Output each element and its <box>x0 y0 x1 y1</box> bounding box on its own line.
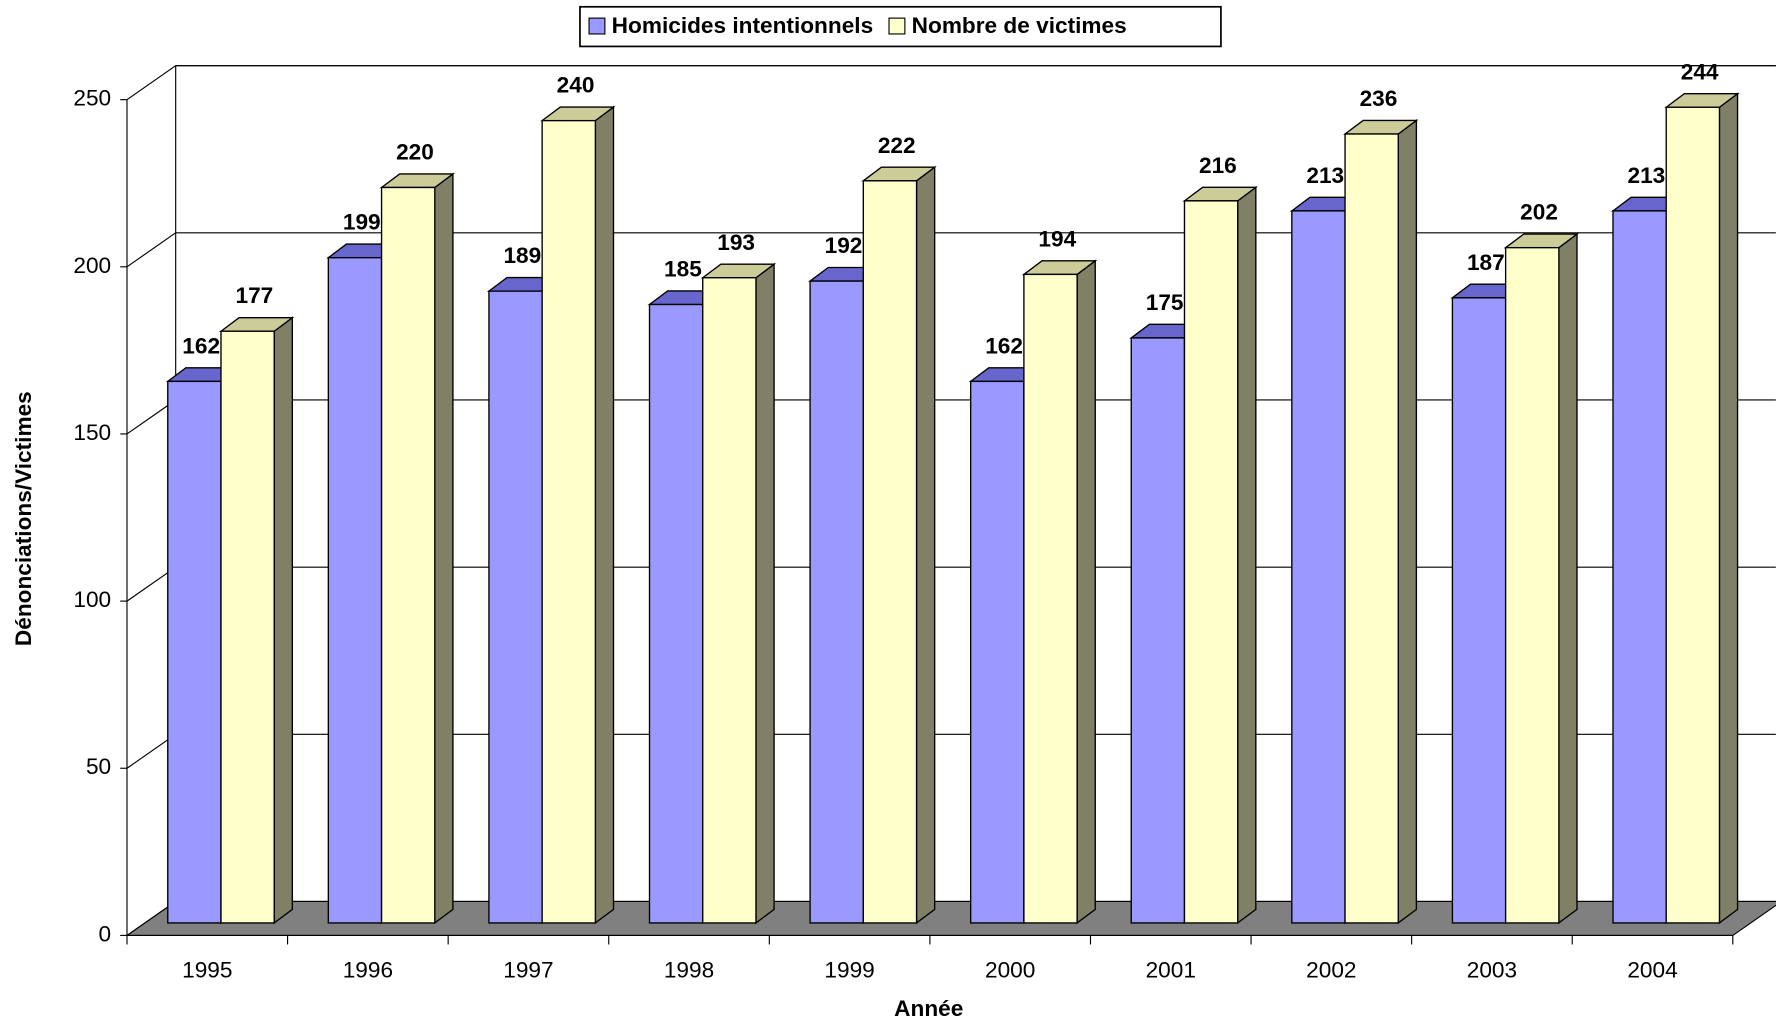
bar-front <box>1183 200 1239 924</box>
bar-side <box>1397 119 1418 925</box>
bar-front <box>1504 246 1560 924</box>
value-label: 244 <box>1681 59 1719 84</box>
y-tick-label: 50 <box>86 754 111 779</box>
y-tick-label: 0 <box>99 921 112 946</box>
value-label: 192 <box>825 233 863 258</box>
bar-front <box>1451 297 1507 924</box>
bar-side <box>273 316 294 925</box>
value-label: 220 <box>396 139 434 164</box>
bar <box>218 316 295 925</box>
bar <box>861 165 937 925</box>
x-tick-label: 2001 <box>1146 958 1196 983</box>
bar <box>1343 119 1419 925</box>
bar-side <box>434 172 454 925</box>
bar-front <box>327 257 383 924</box>
value-label: 175 <box>1146 290 1184 315</box>
bar-front <box>862 180 918 924</box>
value-label: 202 <box>1520 200 1558 225</box>
value-label: 162 <box>985 333 1023 358</box>
x-tick-label: 2004 <box>1627 958 1677 983</box>
y-tick-label: 100 <box>73 587 111 612</box>
legend-swatch <box>588 17 606 35</box>
bar-side <box>594 105 615 925</box>
x-tick-label: 1997 <box>503 958 553 983</box>
bar-side <box>755 262 775 925</box>
value-label: 213 <box>1306 163 1344 188</box>
legend-label: Homicides intentionnels <box>612 13 873 38</box>
bar-front <box>488 290 543 924</box>
x-tick-label: 2002 <box>1306 958 1356 983</box>
bar <box>379 172 455 925</box>
bar-side <box>1076 259 1096 925</box>
x-tick-label: 1998 <box>664 958 714 983</box>
bar-front <box>969 380 1025 924</box>
x-tick-label: 1995 <box>182 958 232 983</box>
x-axis-label: Année <box>894 996 963 1021</box>
value-label: 222 <box>878 133 916 158</box>
value-label: 185 <box>664 257 702 282</box>
bar-front <box>220 330 275 924</box>
value-label: 193 <box>717 230 755 255</box>
bar <box>540 105 616 925</box>
bar-side <box>1558 232 1578 925</box>
value-label: 199 <box>343 210 381 235</box>
value-label: 216 <box>1199 153 1237 178</box>
x-tick-label: 2003 <box>1467 958 1517 983</box>
value-label: 194 <box>1038 226 1076 251</box>
y-axis-label: Dénonciations/Victimes <box>11 391 36 646</box>
legend-swatch <box>888 17 906 35</box>
value-label: 213 <box>1628 163 1666 188</box>
bar <box>1021 259 1098 925</box>
bar-front <box>1344 133 1399 924</box>
bar-front <box>1023 273 1078 924</box>
legend-label: Nombre de victimes <box>912 13 1127 38</box>
x-tick-label: 2000 <box>985 958 1035 983</box>
bar-front <box>809 280 864 924</box>
value-label: 177 <box>236 283 274 308</box>
x-tick-label: 1996 <box>343 958 393 983</box>
bar-front <box>1130 337 1186 924</box>
y-tick-label: 200 <box>73 253 111 278</box>
value-label: 236 <box>1360 86 1398 111</box>
bar-front <box>380 186 436 924</box>
y-tick-label: 250 <box>73 86 111 111</box>
bar <box>1503 232 1580 925</box>
value-label: 187 <box>1467 250 1505 275</box>
bar-side <box>1237 185 1257 925</box>
bar-front <box>648 303 704 924</box>
bar-front <box>1291 210 1346 924</box>
bar-side <box>915 165 936 925</box>
bar-front <box>702 277 757 924</box>
grid-line <box>126 65 1776 101</box>
bar-front <box>541 119 597 924</box>
y-tick-label: 150 <box>73 420 111 445</box>
value-label: 189 <box>503 243 541 268</box>
bar <box>1664 92 1740 925</box>
x-tick-label: 1999 <box>824 958 874 983</box>
bar <box>1182 185 1258 925</box>
bar <box>700 262 777 925</box>
bar-front <box>1612 210 1667 924</box>
value-label: 162 <box>182 333 220 358</box>
bar-side <box>1718 92 1739 925</box>
value-label: 240 <box>557 73 595 98</box>
bar-front <box>1665 106 1721 924</box>
bar-front <box>167 380 222 924</box>
